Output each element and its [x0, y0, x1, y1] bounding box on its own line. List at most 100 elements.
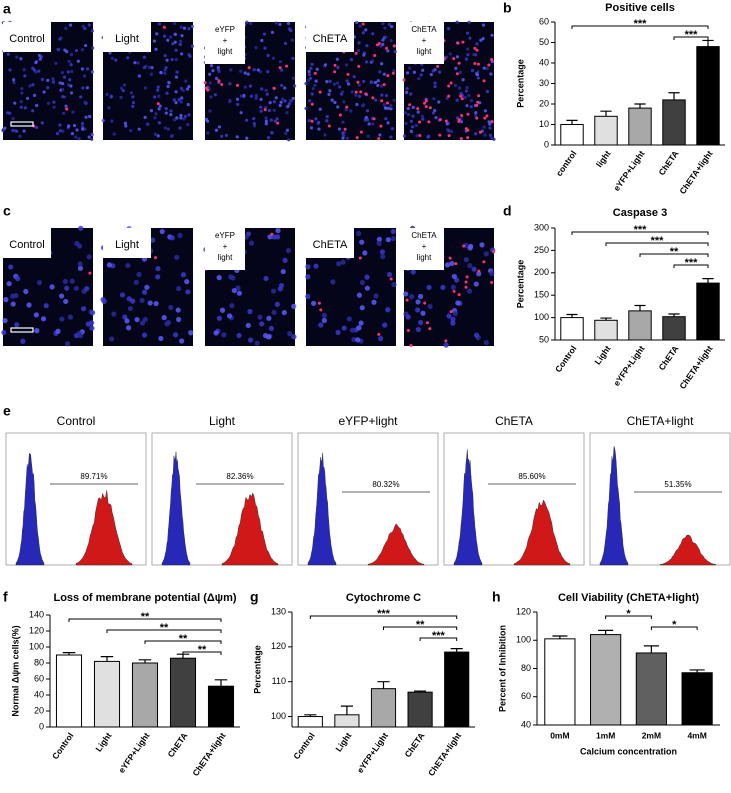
positive-cell	[319, 308, 323, 312]
nucleus	[226, 313, 233, 319]
y-tick-label: 80	[34, 657, 44, 667]
nucleus	[405, 71, 410, 75]
nucleus	[469, 105, 473, 109]
nucleus	[358, 320, 364, 326]
nucleus	[174, 90, 178, 94]
nucleus	[164, 66, 168, 70]
y-tick-label: 30	[539, 78, 549, 88]
nucleus	[228, 274, 234, 280]
nucleus	[122, 314, 128, 320]
nucleus	[282, 257, 288, 263]
histogram-title: eYFP+light	[338, 414, 398, 428]
nucleus	[379, 249, 386, 255]
significance-bracket	[309, 615, 458, 619]
nucleus	[18, 134, 22, 138]
x-tick-label: ChETA	[403, 731, 427, 759]
nucleus	[81, 127, 85, 131]
nucleus	[461, 78, 465, 82]
nucleus	[169, 109, 173, 113]
nucleus	[175, 116, 179, 120]
nucleus	[455, 20, 459, 24]
nucleus	[245, 20, 249, 24]
nucleus	[271, 309, 277, 316]
nucleus	[420, 310, 426, 316]
nucleus	[40, 77, 45, 82]
nucleus	[40, 121, 44, 125]
positive-cell	[203, 81, 207, 85]
positive-cell	[333, 63, 337, 67]
nucleus	[22, 68, 26, 72]
scale-bar	[10, 327, 34, 333]
nucleus	[242, 93, 246, 98]
nucleus	[272, 108, 276, 112]
nucleus	[77, 265, 84, 271]
nucleus	[273, 119, 277, 123]
nucleus	[291, 56, 295, 60]
image-label: +	[422, 36, 427, 45]
nucleus	[314, 117, 318, 121]
nucleus	[90, 70, 95, 74]
nucleus	[64, 285, 70, 291]
nucleus	[421, 68, 425, 72]
positive-cell	[447, 84, 451, 88]
nucleus	[402, 134, 407, 138]
nucleus	[90, 133, 94, 137]
x-tick-label: eYFP+Light	[116, 731, 151, 775]
nucleus	[62, 111, 66, 115]
nucleus	[259, 321, 265, 327]
y-tick-label: 60	[34, 673, 44, 683]
nucleus	[177, 232, 183, 239]
nucleus	[49, 284, 55, 290]
chart-title: Loss of membrane potential (Δψm)	[53, 592, 236, 604]
x-tick-label: 2mM	[642, 730, 661, 740]
nucleus	[475, 42, 479, 46]
significance-bracket	[571, 231, 709, 235]
nucleus	[179, 338, 185, 344]
nucleus	[410, 269, 416, 275]
nucleus	[365, 44, 369, 48]
nucleus	[126, 56, 130, 60]
positive-cell	[206, 88, 210, 92]
nucleus	[387, 22, 391, 27]
nucleus	[264, 122, 268, 126]
nucleus	[342, 100, 346, 104]
nucleus	[307, 73, 312, 77]
nucleus	[417, 77, 421, 81]
nucleus	[153, 132, 157, 136]
nucleus	[69, 52, 74, 57]
positive-cell	[449, 81, 453, 85]
nucleus	[236, 332, 242, 339]
positive-cell	[276, 121, 280, 125]
positive-cell	[220, 83, 224, 87]
positive-cell	[447, 94, 451, 98]
nucleus	[147, 300, 153, 306]
nucleus	[489, 270, 495, 277]
nucleus	[20, 87, 24, 91]
nucleus	[188, 54, 192, 58]
nucleus	[157, 94, 161, 98]
nucleus	[452, 311, 458, 317]
nucleus	[88, 114, 92, 119]
nucleus	[364, 285, 370, 291]
nucleus	[186, 123, 190, 127]
nucleus	[466, 288, 473, 294]
nucleus	[409, 92, 413, 96]
nucleus	[80, 67, 84, 71]
nucleus	[243, 71, 247, 75]
nucleus	[257, 314, 263, 320]
nucleus	[371, 122, 375, 126]
nucleus	[231, 287, 237, 294]
positive-cell	[452, 289, 456, 293]
nucleus	[179, 39, 183, 43]
panel-letter: f	[3, 589, 8, 605]
nucleus	[252, 121, 256, 126]
positive-cell	[358, 256, 362, 260]
nucleus	[165, 58, 169, 62]
significance-bracket	[673, 264, 709, 268]
nucleus	[69, 84, 73, 88]
nucleus	[415, 307, 421, 313]
nucleus	[330, 98, 334, 102]
nucleus	[309, 66, 313, 70]
nucleus	[239, 69, 243, 73]
